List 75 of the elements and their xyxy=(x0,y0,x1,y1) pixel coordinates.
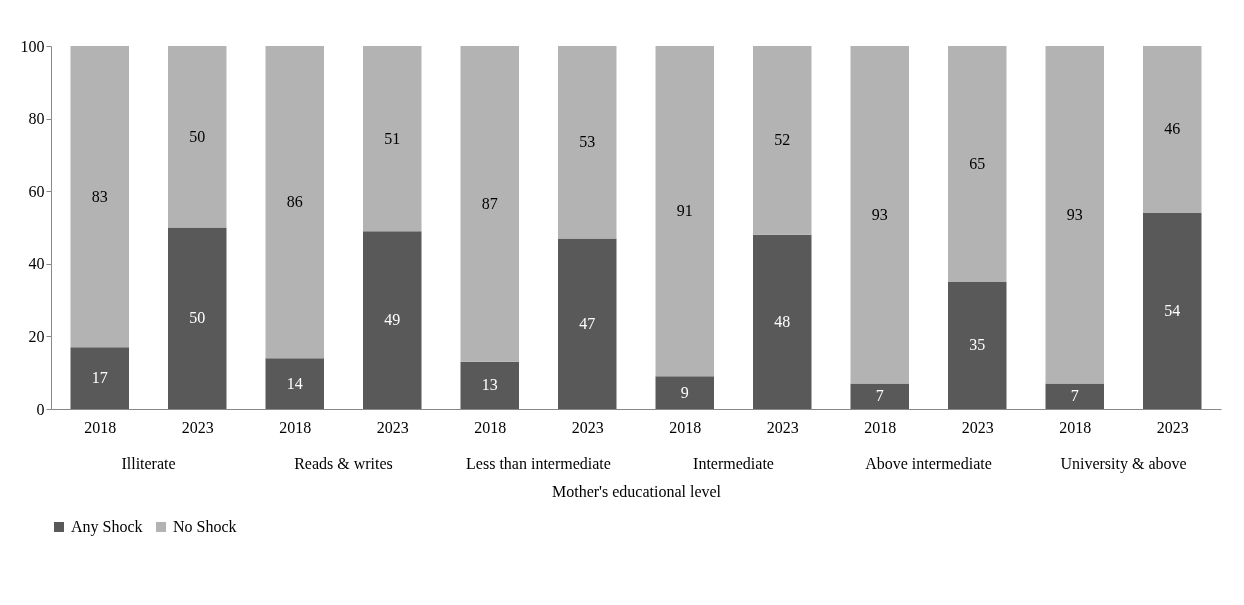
x-tick-label: 2018 xyxy=(279,418,312,436)
bar xyxy=(265,358,324,409)
data-label: 93 xyxy=(1066,205,1083,223)
data-label: 54 xyxy=(1164,301,1181,319)
data-label: 50 xyxy=(189,127,206,145)
bar xyxy=(558,46,617,239)
bar xyxy=(460,46,519,362)
bar xyxy=(70,46,129,348)
x-tick-label: 2023 xyxy=(766,418,799,436)
data-label: 93 xyxy=(871,205,888,223)
bar xyxy=(168,46,227,228)
y-tick-label: 80 xyxy=(28,110,45,128)
x-tick-label: 2023 xyxy=(1156,418,1189,436)
data-label: 17 xyxy=(91,369,108,387)
bar xyxy=(363,231,422,409)
data-label: 47 xyxy=(579,314,596,332)
data-label: 14 xyxy=(286,374,303,392)
text: University & above xyxy=(1060,455,1187,473)
y-tick-label: 40 xyxy=(28,255,45,273)
x-axis-title: Mother's educational level xyxy=(551,482,722,500)
data-label: 83 xyxy=(91,187,108,205)
x-tick-label: 2018 xyxy=(864,418,897,436)
x-tick-label: 2018 xyxy=(84,418,117,436)
y-tick-label: 0 xyxy=(36,400,45,418)
bar xyxy=(70,347,129,409)
data-label: 49 xyxy=(384,311,401,329)
bar xyxy=(655,46,714,377)
x-tick-label: 2018 xyxy=(474,418,507,436)
bar xyxy=(948,46,1007,282)
data-label: 86 xyxy=(286,193,303,211)
data-label: 51 xyxy=(384,129,401,147)
x-tick-label: 2018 xyxy=(669,418,702,436)
data-label: 91 xyxy=(676,202,693,220)
y-tick-label: 60 xyxy=(28,182,45,200)
data-label: 35 xyxy=(969,336,986,354)
bar xyxy=(1045,46,1104,384)
x-tick-label: 2018 xyxy=(1059,418,1092,436)
bar xyxy=(850,383,909,409)
text: Less than intermediate xyxy=(466,455,611,472)
data-label: 7 xyxy=(875,387,884,405)
bar xyxy=(655,376,714,409)
data-label: 50 xyxy=(189,309,206,327)
bar xyxy=(168,227,227,409)
bar xyxy=(265,46,324,359)
x-tick-label: 2023 xyxy=(376,418,409,436)
y-tick-label: 100 xyxy=(20,37,45,55)
text: Illiterate xyxy=(121,455,176,472)
bar xyxy=(1143,212,1202,409)
bar xyxy=(850,46,909,384)
bar xyxy=(1045,383,1104,409)
text: Intermediate xyxy=(693,455,774,472)
bar xyxy=(948,281,1007,409)
legend-label: No Shock xyxy=(173,518,237,535)
data-label: 7 xyxy=(1070,387,1079,405)
text: Above intermediate xyxy=(865,455,992,472)
bar xyxy=(1143,46,1202,213)
bar xyxy=(460,361,519,409)
bar xyxy=(363,46,422,232)
data-label: 52 xyxy=(774,131,791,149)
data-label: 48 xyxy=(774,312,791,330)
legend-label: Any Shock xyxy=(71,518,143,536)
data-label: 13 xyxy=(481,376,498,394)
x-tick-label: 2023 xyxy=(181,418,214,436)
data-label: 87 xyxy=(481,194,498,212)
bar xyxy=(558,238,617,409)
text: Reads & writes xyxy=(294,455,393,472)
x-tick-label: 2023 xyxy=(961,418,994,436)
x-tick-label: 2023 xyxy=(571,418,604,436)
data-label: 46 xyxy=(1164,120,1181,138)
bar xyxy=(753,46,812,235)
bar xyxy=(753,234,812,409)
data-label: 65 xyxy=(969,154,986,172)
data-label: 9 xyxy=(680,383,689,401)
data-label: 53 xyxy=(579,133,596,151)
y-tick-label: 20 xyxy=(28,327,45,345)
